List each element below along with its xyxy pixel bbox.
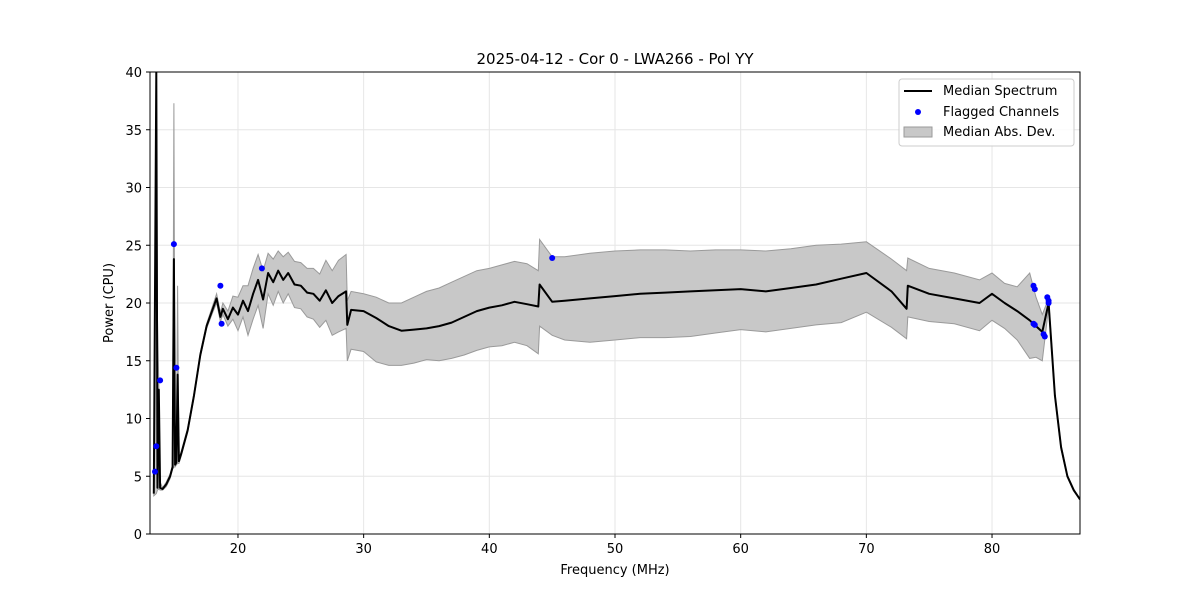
- y-tick-label-3: 15: [125, 355, 142, 370]
- flagged-point-5: [217, 282, 224, 289]
- y-tick-label-6: 30: [125, 182, 142, 197]
- y-axis-label: Power (CPU): [102, 263, 117, 343]
- flagged-point-3: [170, 241, 177, 248]
- flagged-point-0: [152, 468, 158, 475]
- flagged-point-7: [258, 265, 265, 272]
- x-tick-label-0: 20: [230, 542, 247, 557]
- flagged-point-17: [1045, 300, 1052, 306]
- median-spectrum-line: [152, 72, 1080, 500]
- legend: Median Spectrum Flagged Channels Median …: [898, 78, 1075, 147]
- x-tick-label-1: 30: [355, 542, 372, 557]
- x-tick-label-3: 50: [607, 542, 624, 557]
- y-tick-label-5: 25: [125, 239, 142, 254]
- legend-flagged-label: Flagged Channels: [943, 105, 1059, 120]
- x-tick-label-6: 80: [984, 542, 1001, 557]
- y-tick-label-1: 5: [134, 470, 142, 485]
- flagged-point-6: [218, 320, 225, 327]
- flagged-point-1: [153, 443, 160, 450]
- x-axis: 20 30 40 50 60 70 80: [230, 534, 1001, 557]
- x-tick-label-5: 70: [858, 542, 875, 557]
- flagged-point-12: [1031, 321, 1038, 328]
- flagged-point-4: [173, 364, 180, 371]
- legend-mad-label: Median Abs. Dev.: [943, 125, 1055, 140]
- y-tick-label-7: 35: [125, 124, 142, 139]
- x-axis-label: Frequency (MHz): [560, 563, 669, 578]
- flagged-point-8: [549, 255, 556, 261]
- legend-median-label: Median Spectrum: [943, 84, 1057, 99]
- plot-area: [152, 72, 1080, 500]
- y-tick-label-2: 10: [125, 413, 142, 428]
- legend-box: [898, 78, 1075, 147]
- flagged-point-2: [157, 377, 164, 384]
- legend-mad-swatch: [903, 126, 933, 138]
- flagged-point-14: [1041, 333, 1048, 340]
- y-tick-label-0: 0: [134, 528, 142, 543]
- x-tick-label-4: 60: [732, 542, 749, 557]
- flagged-point-10: [1031, 286, 1038, 293]
- y-tick-label-8: 40: [125, 66, 142, 81]
- y-axis: 0 5 10 15 20 25 30 35 40: [125, 66, 150, 543]
- legend-flagged-swatch: [915, 109, 921, 115]
- chart-title: 2025-04-12 - Cor 0 - LWA266 - Pol YY: [477, 50, 755, 68]
- x-tick-label-2: 40: [481, 542, 498, 557]
- y-tick-label-4: 20: [125, 297, 142, 312]
